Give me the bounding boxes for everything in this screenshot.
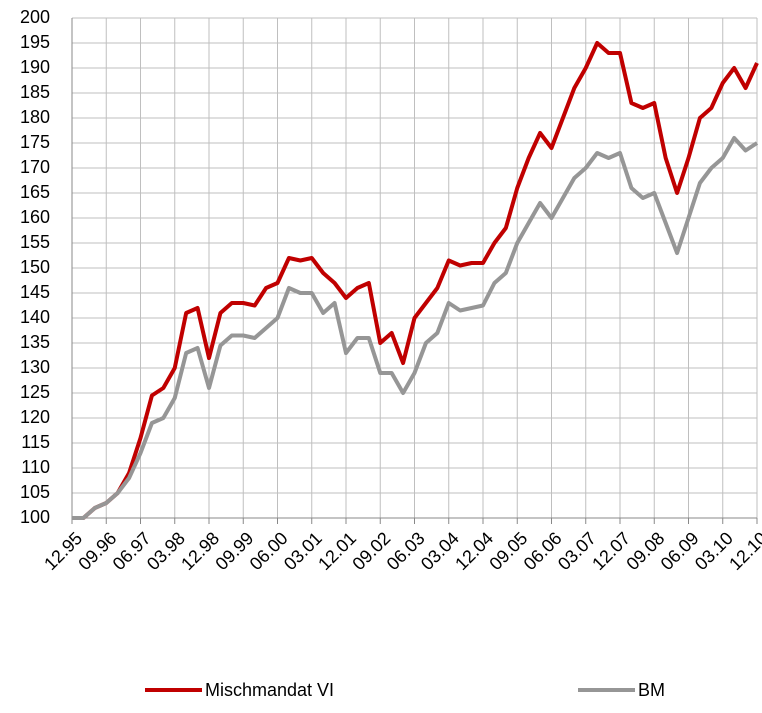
y-tick-label: 195 (20, 32, 50, 52)
x-tick-label: 12.04 (451, 528, 497, 574)
y-tick-label: 130 (20, 357, 50, 377)
y-tick-label: 145 (20, 282, 50, 302)
y-tick-label: 170 (20, 157, 50, 177)
x-tick-label: 09.05 (485, 528, 531, 574)
y-tick-label: 175 (20, 132, 50, 152)
x-tick-label: 06.06 (520, 528, 566, 574)
x-tick-label: 03.98 (143, 528, 189, 574)
x-tick-label: 12.98 (177, 528, 223, 574)
x-tick-label: 09.96 (74, 528, 120, 574)
series-line (72, 41, 759, 520)
x-tick-label: 12.95 (40, 528, 86, 574)
x-tick-label: 12.10 (725, 528, 762, 574)
x-tick-label: 06.97 (109, 528, 155, 574)
x-tick-label: 09.02 (348, 528, 394, 574)
y-tick-label: 100 (20, 507, 50, 527)
x-tick-label: 03.07 (554, 528, 600, 574)
x-tick-label: 03.04 (417, 528, 463, 574)
y-tick-label: 155 (20, 232, 50, 252)
y-tick-label: 115 (21, 432, 50, 452)
x-tick-label: 12.07 (588, 528, 634, 574)
y-tick-label: 165 (20, 182, 50, 202)
legend-label: Mischmandat VI (205, 680, 334, 700)
y-tick-label: 120 (20, 407, 50, 427)
y-tick-label: 185 (20, 82, 50, 102)
y-tick-label: 125 (20, 382, 50, 402)
x-tick-label: 12.01 (314, 528, 360, 574)
y-tick-label: 190 (20, 57, 50, 77)
y-tick-label: 150 (20, 257, 50, 277)
y-tick-label: 200 (20, 7, 50, 27)
x-tick-label: 09.99 (211, 528, 257, 574)
y-tick-label: 105 (20, 482, 50, 502)
x-tick-label: 06.03 (383, 528, 429, 574)
x-tick-label: 03.10 (691, 528, 737, 574)
x-tick-label: 06.09 (657, 528, 703, 574)
series-line (72, 136, 759, 520)
y-tick-label: 135 (20, 332, 50, 352)
legend-label: BM (638, 680, 665, 700)
x-tick-label: 03.01 (280, 528, 326, 574)
y-tick-label: 140 (20, 307, 50, 327)
y-tick-label: 160 (20, 207, 50, 227)
x-tick-label: 09.08 (622, 528, 668, 574)
x-tick-label: 06.00 (246, 528, 292, 574)
y-tick-label: 110 (21, 457, 50, 477)
y-tick-label: 180 (20, 107, 50, 127)
